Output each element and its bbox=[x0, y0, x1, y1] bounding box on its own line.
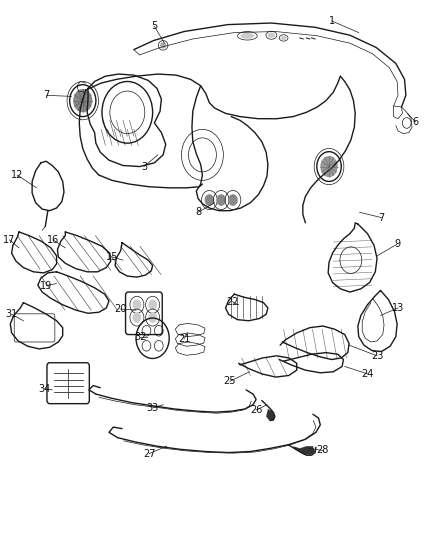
Text: 1: 1 bbox=[328, 16, 335, 26]
Text: 19: 19 bbox=[40, 281, 53, 290]
Text: 33: 33 bbox=[146, 403, 159, 413]
Text: 6: 6 bbox=[413, 117, 419, 127]
Text: 5: 5 bbox=[151, 21, 158, 31]
Text: 8: 8 bbox=[195, 207, 201, 217]
Circle shape bbox=[73, 89, 92, 112]
Ellipse shape bbox=[240, 33, 254, 39]
Text: 21: 21 bbox=[178, 334, 190, 344]
Text: 22: 22 bbox=[226, 296, 238, 306]
Text: 31: 31 bbox=[6, 309, 18, 319]
Ellipse shape bbox=[160, 42, 166, 49]
Ellipse shape bbox=[268, 33, 275, 38]
Text: 27: 27 bbox=[143, 449, 155, 458]
Text: 7: 7 bbox=[378, 213, 385, 223]
Circle shape bbox=[205, 194, 214, 206]
Text: 34: 34 bbox=[38, 384, 50, 394]
Circle shape bbox=[320, 156, 338, 177]
Polygon shape bbox=[293, 446, 315, 455]
Text: 9: 9 bbox=[394, 239, 400, 249]
Text: 23: 23 bbox=[371, 351, 383, 361]
Ellipse shape bbox=[281, 36, 287, 40]
Circle shape bbox=[133, 312, 141, 323]
Text: 3: 3 bbox=[141, 161, 147, 172]
Text: 25: 25 bbox=[224, 376, 236, 386]
Polygon shape bbox=[266, 409, 275, 421]
Text: 17: 17 bbox=[3, 235, 16, 245]
Text: 13: 13 bbox=[392, 303, 404, 313]
Text: 28: 28 bbox=[317, 446, 329, 455]
Circle shape bbox=[216, 194, 226, 206]
Circle shape bbox=[148, 312, 157, 323]
Circle shape bbox=[148, 300, 157, 310]
Text: 12: 12 bbox=[11, 170, 24, 180]
Text: 16: 16 bbox=[47, 235, 59, 245]
Text: 20: 20 bbox=[115, 304, 127, 314]
Text: 7: 7 bbox=[43, 90, 49, 100]
Circle shape bbox=[228, 194, 238, 206]
Text: 32: 32 bbox=[134, 332, 147, 342]
Text: 15: 15 bbox=[106, 252, 118, 262]
Circle shape bbox=[133, 300, 141, 310]
Text: 26: 26 bbox=[250, 405, 262, 415]
Text: 24: 24 bbox=[361, 369, 374, 379]
